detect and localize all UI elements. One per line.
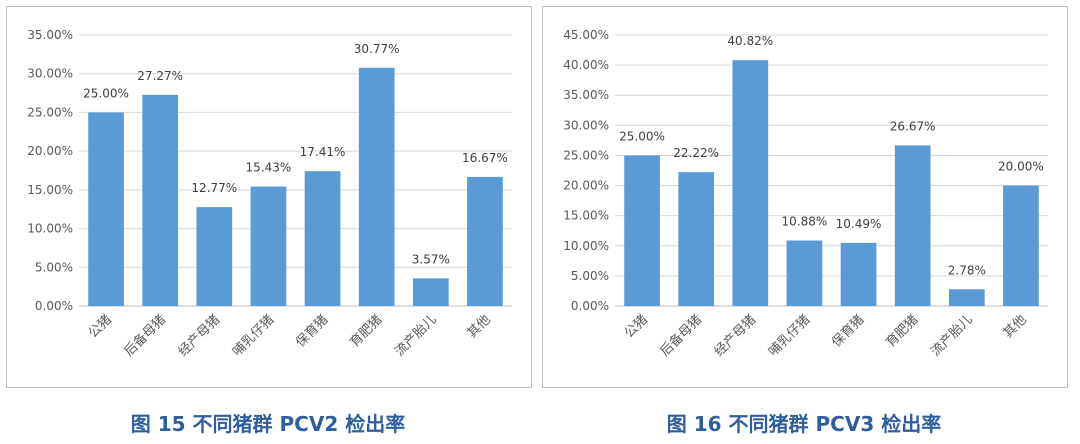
data-label: 2.78%	[948, 263, 986, 277]
category-label: 保育猪	[828, 312, 867, 351]
y-tick-label: 0.00%	[35, 299, 73, 313]
bar	[358, 67, 395, 306]
y-tick-label: 25.00%	[27, 105, 73, 119]
y-tick-label: 20.00%	[27, 144, 73, 158]
category-label: 其他	[465, 312, 494, 341]
data-label: 40.82%	[727, 34, 773, 48]
bar	[894, 145, 931, 306]
bar	[840, 242, 877, 306]
y-tick-label: 10.00%	[563, 239, 609, 253]
category-label: 流产胎儿	[928, 312, 975, 359]
y-tick-label: 35.00%	[27, 28, 73, 42]
bar	[196, 207, 233, 306]
chart-caption-pcv3: 图 16 不同猪群 PCV3 检出率	[666, 412, 942, 436]
data-label: 10.88%	[782, 214, 828, 228]
bar	[732, 60, 769, 307]
data-label: 17.41%	[300, 145, 346, 159]
category-label: 哺乳仔猪	[766, 312, 813, 359]
category-label: 保育猪	[292, 312, 331, 351]
category-label: 其他	[1001, 312, 1030, 341]
data-label: 12.77%	[191, 181, 237, 195]
data-label: 30.77%	[354, 42, 400, 56]
chart-panel-pcv2: 0.00% 5.00% 10.00% 15.00% 20.00% 25.00% 30.00%…	[6, 6, 532, 388]
category-label: 经产母猪	[712, 312, 759, 359]
bar	[304, 171, 341, 306]
y-tick-label: 0.00%	[571, 299, 609, 313]
y-tick-label: 10.00%	[27, 222, 73, 236]
category-label: 哺乳仔猪	[230, 312, 277, 359]
data-label: 10.49%	[836, 217, 882, 231]
bar	[250, 186, 287, 306]
y-tick-label: 35.00%	[563, 88, 609, 102]
chart-panel-pcv3: 0.00% 5.00% 10.00% 15.00% 20.00% 25.00% 30.00%…	[542, 6, 1068, 388]
category-label: 公猪	[622, 312, 651, 341]
chart-caption-pcv2: 图 15 不同猪群 PCV2 检出率	[130, 412, 406, 436]
bar	[948, 289, 985, 306]
y-tick-label: 15.00%	[27, 183, 73, 197]
data-label: 22.22%	[673, 146, 719, 160]
data-label: 25.00%	[619, 129, 665, 143]
category-label: 公猪	[86, 312, 115, 341]
bar	[142, 94, 179, 306]
y-tick-label: 5.00%	[35, 260, 73, 274]
bar	[678, 172, 715, 306]
data-label: 26.67%	[890, 119, 936, 133]
y-tick-label: 40.00%	[563, 58, 609, 72]
chart-pcv2-svg: 0.00% 5.00% 10.00% 15.00% 20.00% 25.00% 30.00%…	[27, 28, 512, 360]
data-label: 15.43%	[246, 161, 292, 175]
bar	[1003, 185, 1039, 306]
bar	[624, 155, 660, 306]
y-tick-label: 5.00%	[571, 269, 609, 283]
y-tick-label: 15.00%	[563, 209, 609, 223]
y-tick-label: 30.00%	[27, 67, 73, 81]
data-label: 25.00%	[83, 86, 129, 100]
data-label: 20.00%	[998, 160, 1044, 174]
category-label: 后备母猪	[121, 312, 169, 360]
bar	[467, 176, 503, 306]
category-label: 经产母猪	[176, 312, 223, 359]
y-tick-label: 45.00%	[563, 28, 609, 42]
bar	[412, 278, 449, 306]
bar	[88, 112, 124, 306]
bar	[786, 240, 823, 306]
data-label: 3.57%	[412, 252, 450, 266]
category-label: 后备母猪	[657, 312, 705, 360]
category-label: 流产胎儿	[392, 312, 439, 359]
y-tick-label: 30.00%	[563, 118, 609, 132]
category-label: 育肥猪	[347, 312, 386, 351]
chart-pcv3-svg: 0.00% 5.00% 10.00% 15.00% 20.00% 25.00% 30.00%…	[563, 28, 1048, 360]
data-label: 27.27%	[137, 69, 183, 83]
category-label: 育肥猪	[883, 312, 922, 351]
y-tick-label: 20.00%	[563, 179, 609, 193]
y-tick-label: 25.00%	[563, 148, 609, 162]
data-label: 16.67%	[462, 151, 508, 165]
